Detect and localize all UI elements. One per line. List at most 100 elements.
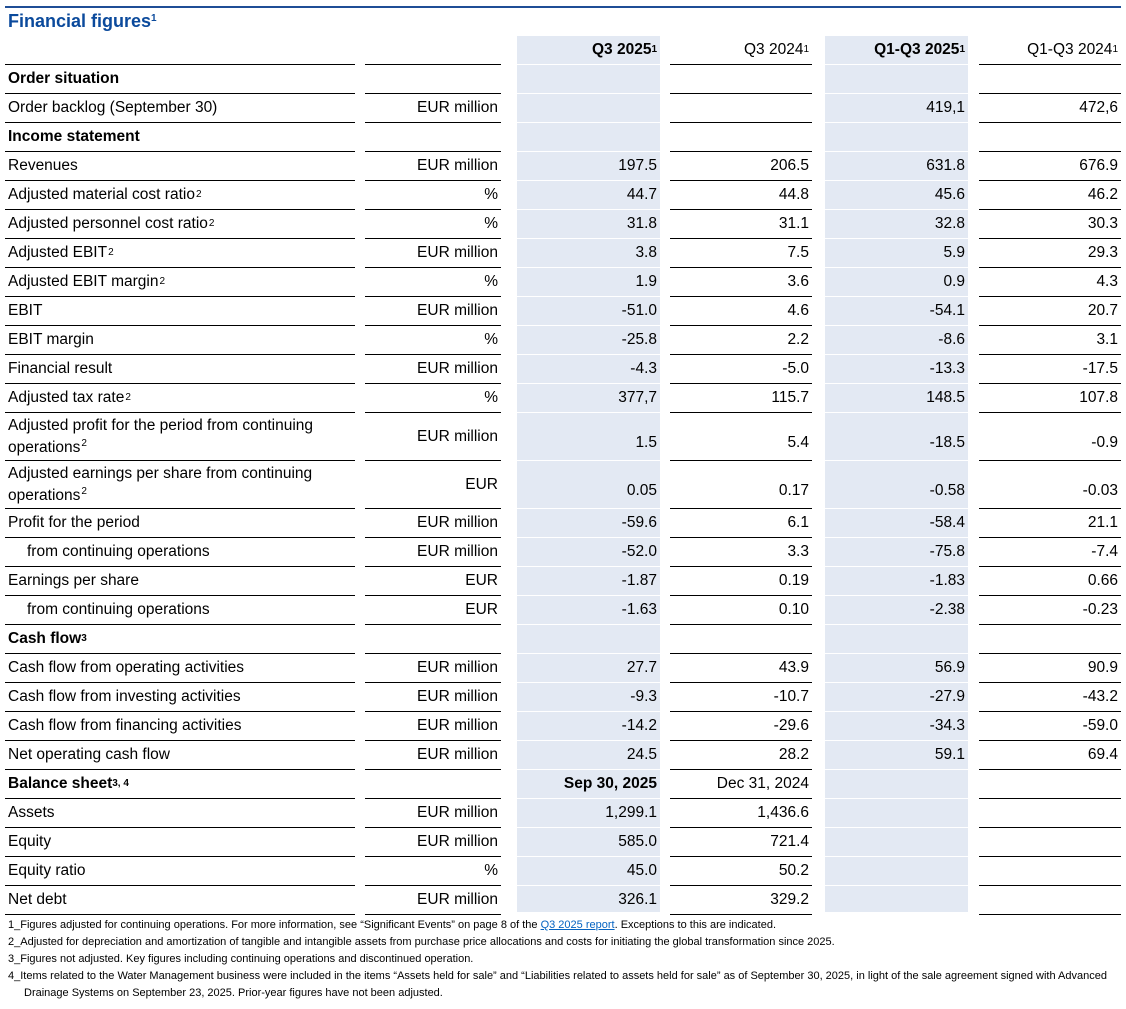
value: 90.9 bbox=[979, 654, 1121, 683]
unit: % bbox=[365, 181, 501, 210]
label-footnote: 2 bbox=[81, 486, 87, 497]
value: -4.3 bbox=[517, 355, 660, 384]
value: -1.87 bbox=[517, 567, 660, 596]
unit: EUR million bbox=[365, 413, 501, 461]
value: -25.8 bbox=[517, 326, 660, 355]
label-text: Earnings per share bbox=[8, 572, 139, 589]
value: 326.1 bbox=[517, 886, 660, 915]
section-label: Cash flow 3 bbox=[5, 625, 355, 654]
value: -7.4 bbox=[979, 538, 1121, 567]
row-label: Cash flow from operating activities bbox=[5, 654, 355, 683]
value bbox=[979, 857, 1121, 886]
label-text: Assets bbox=[8, 804, 55, 821]
label-text: Equity bbox=[8, 833, 52, 850]
value: 30.3 bbox=[979, 210, 1121, 239]
value: -17.5 bbox=[979, 355, 1121, 384]
value bbox=[825, 625, 968, 654]
value: 6.1 bbox=[670, 509, 812, 538]
title: Financial figures1 bbox=[8, 11, 157, 32]
label-text: Cash flow from operating activities bbox=[8, 659, 245, 676]
unit: EUR million bbox=[365, 683, 501, 712]
value: -0.9 bbox=[979, 413, 1121, 461]
value bbox=[517, 65, 660, 94]
label-text: Equity ratio bbox=[8, 862, 86, 879]
label-text: Profit for the period bbox=[8, 514, 140, 531]
column-header: Q1-Q3 2024 1 bbox=[979, 36, 1121, 65]
unit: EUR million bbox=[365, 297, 501, 326]
label-text: EBIT bbox=[8, 302, 43, 319]
value: 56.9 bbox=[825, 654, 968, 683]
value: -43.2 bbox=[979, 683, 1121, 712]
value: 377,7 bbox=[517, 384, 660, 413]
header-cell bbox=[365, 36, 501, 65]
footnote: 3_Figures not adjusted. Key figures incl… bbox=[8, 951, 1118, 968]
label-text: Adjusted earnings per share from continu… bbox=[8, 465, 313, 504]
value: 31.1 bbox=[670, 210, 812, 239]
row-label: Profit for the period bbox=[5, 509, 355, 538]
unit: EUR million bbox=[365, 509, 501, 538]
value: 4.6 bbox=[670, 297, 812, 326]
report-link[interactable]: Q3 2025 report bbox=[540, 919, 615, 931]
value bbox=[825, 857, 968, 886]
value: 3.3 bbox=[670, 538, 812, 567]
label-text: Income statement bbox=[8, 128, 140, 145]
value: 69.4 bbox=[979, 741, 1121, 770]
value: 631.8 bbox=[825, 152, 968, 181]
value bbox=[979, 828, 1121, 857]
value bbox=[979, 770, 1121, 799]
value: 721.4 bbox=[670, 828, 812, 857]
label-text: Financial result bbox=[8, 360, 113, 377]
column-header: Q3 2025 1 bbox=[517, 36, 660, 65]
value bbox=[979, 799, 1121, 828]
value: 44.8 bbox=[670, 181, 812, 210]
value: 44.7 bbox=[517, 181, 660, 210]
value: 0.19 bbox=[670, 567, 812, 596]
column-shade bbox=[825, 36, 968, 912]
unit bbox=[365, 123, 501, 152]
value: 0.66 bbox=[979, 567, 1121, 596]
value: -9.3 bbox=[517, 683, 660, 712]
value bbox=[670, 123, 812, 152]
column-shade bbox=[517, 36, 660, 912]
value bbox=[825, 65, 968, 94]
value: 1,299.1 bbox=[517, 799, 660, 828]
row-label: from continuing operations bbox=[5, 596, 355, 625]
column-header: Q3 2024 1 bbox=[670, 36, 812, 65]
value: 3.8 bbox=[517, 239, 660, 268]
value: 32.8 bbox=[825, 210, 968, 239]
row-label: Adjusted profit for the period from cont… bbox=[5, 413, 355, 461]
value: 472,6 bbox=[979, 94, 1121, 123]
label-text: Order situation bbox=[8, 70, 120, 87]
top-rule bbox=[5, 6, 1121, 8]
value: -34.3 bbox=[825, 712, 968, 741]
value: 46.2 bbox=[979, 181, 1121, 210]
unit bbox=[365, 625, 501, 654]
row-label: Adjusted material cost ratio 2 bbox=[5, 181, 355, 210]
section-label: Balance sheet 3, 4 bbox=[5, 770, 355, 799]
value: 4.3 bbox=[979, 268, 1121, 297]
unit: EUR bbox=[365, 461, 501, 509]
column-header-text: Q3 2024 bbox=[743, 41, 804, 58]
value: 5.9 bbox=[825, 239, 968, 268]
value bbox=[670, 625, 812, 654]
value: 197.5 bbox=[517, 152, 660, 181]
footnote: 2_Adjusted for depreciation and amortiza… bbox=[8, 934, 1118, 951]
value bbox=[979, 123, 1121, 152]
value: 0.05 bbox=[517, 461, 660, 509]
value: 21.1 bbox=[979, 509, 1121, 538]
value: 585.0 bbox=[517, 828, 660, 857]
unit: % bbox=[365, 857, 501, 886]
value: 29.3 bbox=[979, 239, 1121, 268]
value: 3.6 bbox=[670, 268, 812, 297]
row-label: Earnings per share bbox=[5, 567, 355, 596]
value: 676.9 bbox=[979, 152, 1121, 181]
label-text: Adjusted EBIT bbox=[8, 244, 108, 261]
value: 419,1 bbox=[825, 94, 968, 123]
value: -54.1 bbox=[825, 297, 968, 326]
column-header-text: Q3 2025 bbox=[591, 41, 652, 58]
unit: EUR bbox=[365, 567, 501, 596]
value: 0.10 bbox=[670, 596, 812, 625]
row-label: Equity ratio bbox=[5, 857, 355, 886]
row-label: Order backlog (September 30) bbox=[5, 94, 355, 123]
value bbox=[979, 625, 1121, 654]
